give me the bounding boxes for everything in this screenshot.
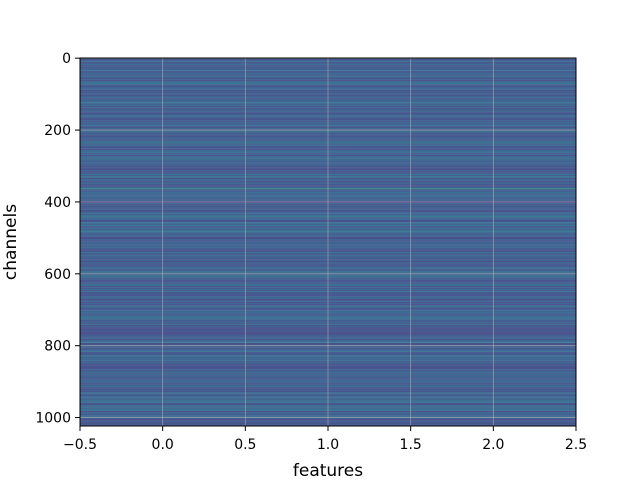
y-tick-label: 400 — [44, 195, 71, 211]
y-axis-ticks: 0 200 400 600 800 1000 — [35, 51, 80, 427]
x-tick-label: 2.0 — [482, 437, 504, 453]
x-tick-label: 1.0 — [317, 437, 339, 453]
x-tick-label: 2.5 — [565, 437, 587, 453]
y-tick-label: 600 — [44, 267, 71, 283]
y-tick-label: 0 — [62, 51, 71, 67]
y-axis-label: channels — [1, 204, 21, 280]
x-tick-label: 1.5 — [400, 437, 422, 453]
y-tick-label: 800 — [44, 339, 71, 355]
x-tick-label: −0.5 — [63, 437, 97, 453]
x-tick-label: 0.0 — [152, 437, 174, 453]
x-axis-ticks: −0.5 0.0 0.5 1.0 1.5 2.0 2.5 — [63, 426, 587, 453]
x-tick-label: 0.5 — [234, 437, 256, 453]
x-axis-label: features — [293, 461, 363, 480]
y-tick-label: 200 — [44, 123, 71, 139]
y-tick-label: 1000 — [35, 411, 71, 427]
